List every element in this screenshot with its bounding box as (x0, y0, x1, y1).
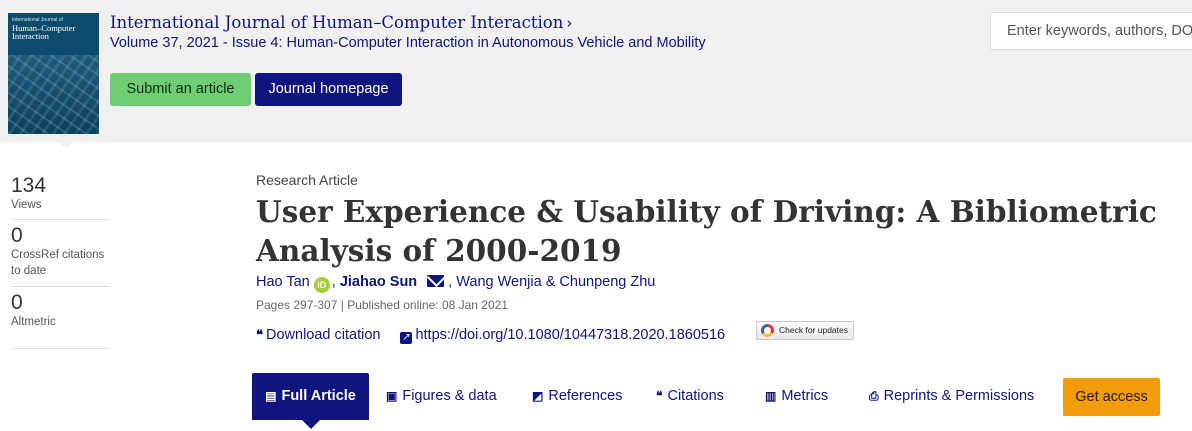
tab-metrics[interactable]: ▥ Metrics (765, 373, 828, 420)
orcid-icon[interactable]: iD (313, 277, 330, 293)
check-updates-label: Check for updates (779, 325, 848, 335)
chevron-right-icon: › (566, 14, 573, 32)
search-input[interactable]: Enter keywords, authors, DOI (990, 12, 1192, 50)
tab-label: References (548, 388, 623, 404)
article-title: User Experience & Usability of Driving: … (256, 192, 1192, 270)
get-access-button[interactable]: Get access (1063, 378, 1160, 416)
article-type: Research Article (256, 172, 358, 188)
cover-small-text: International Journal of (12, 17, 63, 23)
altmetric-metric[interactable]: 0 Altmetric (11, 292, 110, 349)
author-list: Hao Tan iD, Jiahao Sun, Wang Wenjia & Chu… (256, 274, 655, 293)
journal-title: International Journal of Human–Computer … (110, 13, 564, 32)
cover-title-line1: Human–Computer (12, 23, 76, 33)
article-links: ❝ Download citation ↗ https://doi.org/10.10… (256, 327, 725, 344)
journal-cover-image[interactable]: International Journal of Human–Computer … (8, 13, 99, 134)
views-metric: 134 Views (11, 175, 110, 220)
cover-banner (8, 13, 99, 55)
cover-title-line2: Interaction (12, 31, 49, 41)
active-tab-pointer (302, 420, 320, 429)
article-tabs: ▤ Full Article ▣ Figures & data ◩ Reference… (0, 373, 1192, 421)
cover-title: Human–Computer Interaction (12, 23, 76, 41)
author-link[interactable]: Chunpeng Zhu (559, 274, 656, 290)
author-link[interactable]: Hao Tan (256, 274, 310, 290)
corresponding-author-link[interactable]: Jiahao Sun (339, 274, 418, 290)
tab-references[interactable]: ◩ References (532, 373, 623, 420)
external-link-icon: ↗ (400, 332, 413, 344)
article-title-line1: User Experience & Usability of Driving: … (256, 194, 1157, 229)
tab-label: Full Article (281, 388, 356, 404)
page-range: Pages 297-307 (256, 298, 338, 312)
views-count: 134 (11, 174, 47, 197)
cover-pointer (57, 141, 75, 149)
doi-link[interactable]: https://doi.org/10.1080/10447318.2020.18… (415, 327, 726, 343)
author-separator: , (448, 274, 457, 290)
crossref-count: 0 (11, 224, 23, 247)
issue-text: - Issue 4: Human-Computer Interaction in… (218, 35, 706, 51)
article-title-line2: Analysis of 2000-2019 (256, 233, 622, 268)
quote-icon: ❝ (256, 327, 263, 342)
altmetric-label: Altmetric (11, 316, 56, 328)
book-icon: ◩ (532, 389, 544, 403)
cover-pattern (8, 55, 99, 134)
tab-label: Metrics (781, 388, 829, 404)
publication-info: Pages 297-307 | Published online: 08 Jan… (256, 298, 508, 312)
altmetric-count: 0 (11, 291, 23, 314)
crossref-label-line1: CrossRef citations (11, 249, 105, 261)
download-citation-label: Download citation (266, 327, 381, 343)
tab-full-article[interactable]: ▤ Full Article (252, 373, 369, 420)
bar-chart-icon: ▥ (765, 389, 777, 403)
download-citation-link[interactable]: ❝ Download citation (256, 327, 380, 343)
author-link[interactable]: Wang Wenjia (456, 274, 542, 290)
volume-text: Volume 37, 2021 (110, 35, 219, 51)
info-divider: | (340, 298, 348, 312)
tab-label: Reprints & Permissions (883, 388, 1035, 404)
document-icon: ▤ (265, 389, 277, 403)
issue-link[interactable]: Volume 37, 2021 - Issue 4: Human-Compute… (110, 35, 706, 51)
views-label: Views (11, 199, 42, 211)
crossmark-icon (761, 324, 774, 337)
journal-title-link[interactable]: International Journal of Human–Computer … (110, 13, 572, 32)
crossref-label-line2: to date (11, 265, 47, 277)
check-for-updates-button[interactable]: Check for updates (756, 321, 854, 340)
submit-article-button[interactable]: Submit an article (110, 73, 251, 106)
journal-homepage-button[interactable]: Journal homepage (255, 73, 402, 106)
tab-label: Citations (667, 388, 724, 404)
tab-citations[interactable]: ❝ Citations (656, 373, 724, 420)
quote-icon: ❝ (656, 389, 663, 403)
author-separator: , (331, 274, 340, 290)
published-date: Published online: 08 Jan 2021 (347, 298, 508, 312)
tab-label: Figures & data (402, 388, 497, 404)
tab-figures-data[interactable]: ▣ Figures & data (386, 373, 497, 420)
image-icon: ▣ (386, 389, 398, 403)
author-separator: & (541, 274, 560, 290)
crossref-metric[interactable]: 0 CrossRef citations to date (11, 225, 110, 287)
printer-icon: ⎙ (869, 389, 879, 403)
envelope-icon[interactable] (427, 275, 445, 287)
tab-reprints-permissions[interactable]: ⎙ Reprints & Permissions (869, 373, 1034, 420)
journal-header: International Journal of Human–Computer … (0, 0, 1192, 142)
